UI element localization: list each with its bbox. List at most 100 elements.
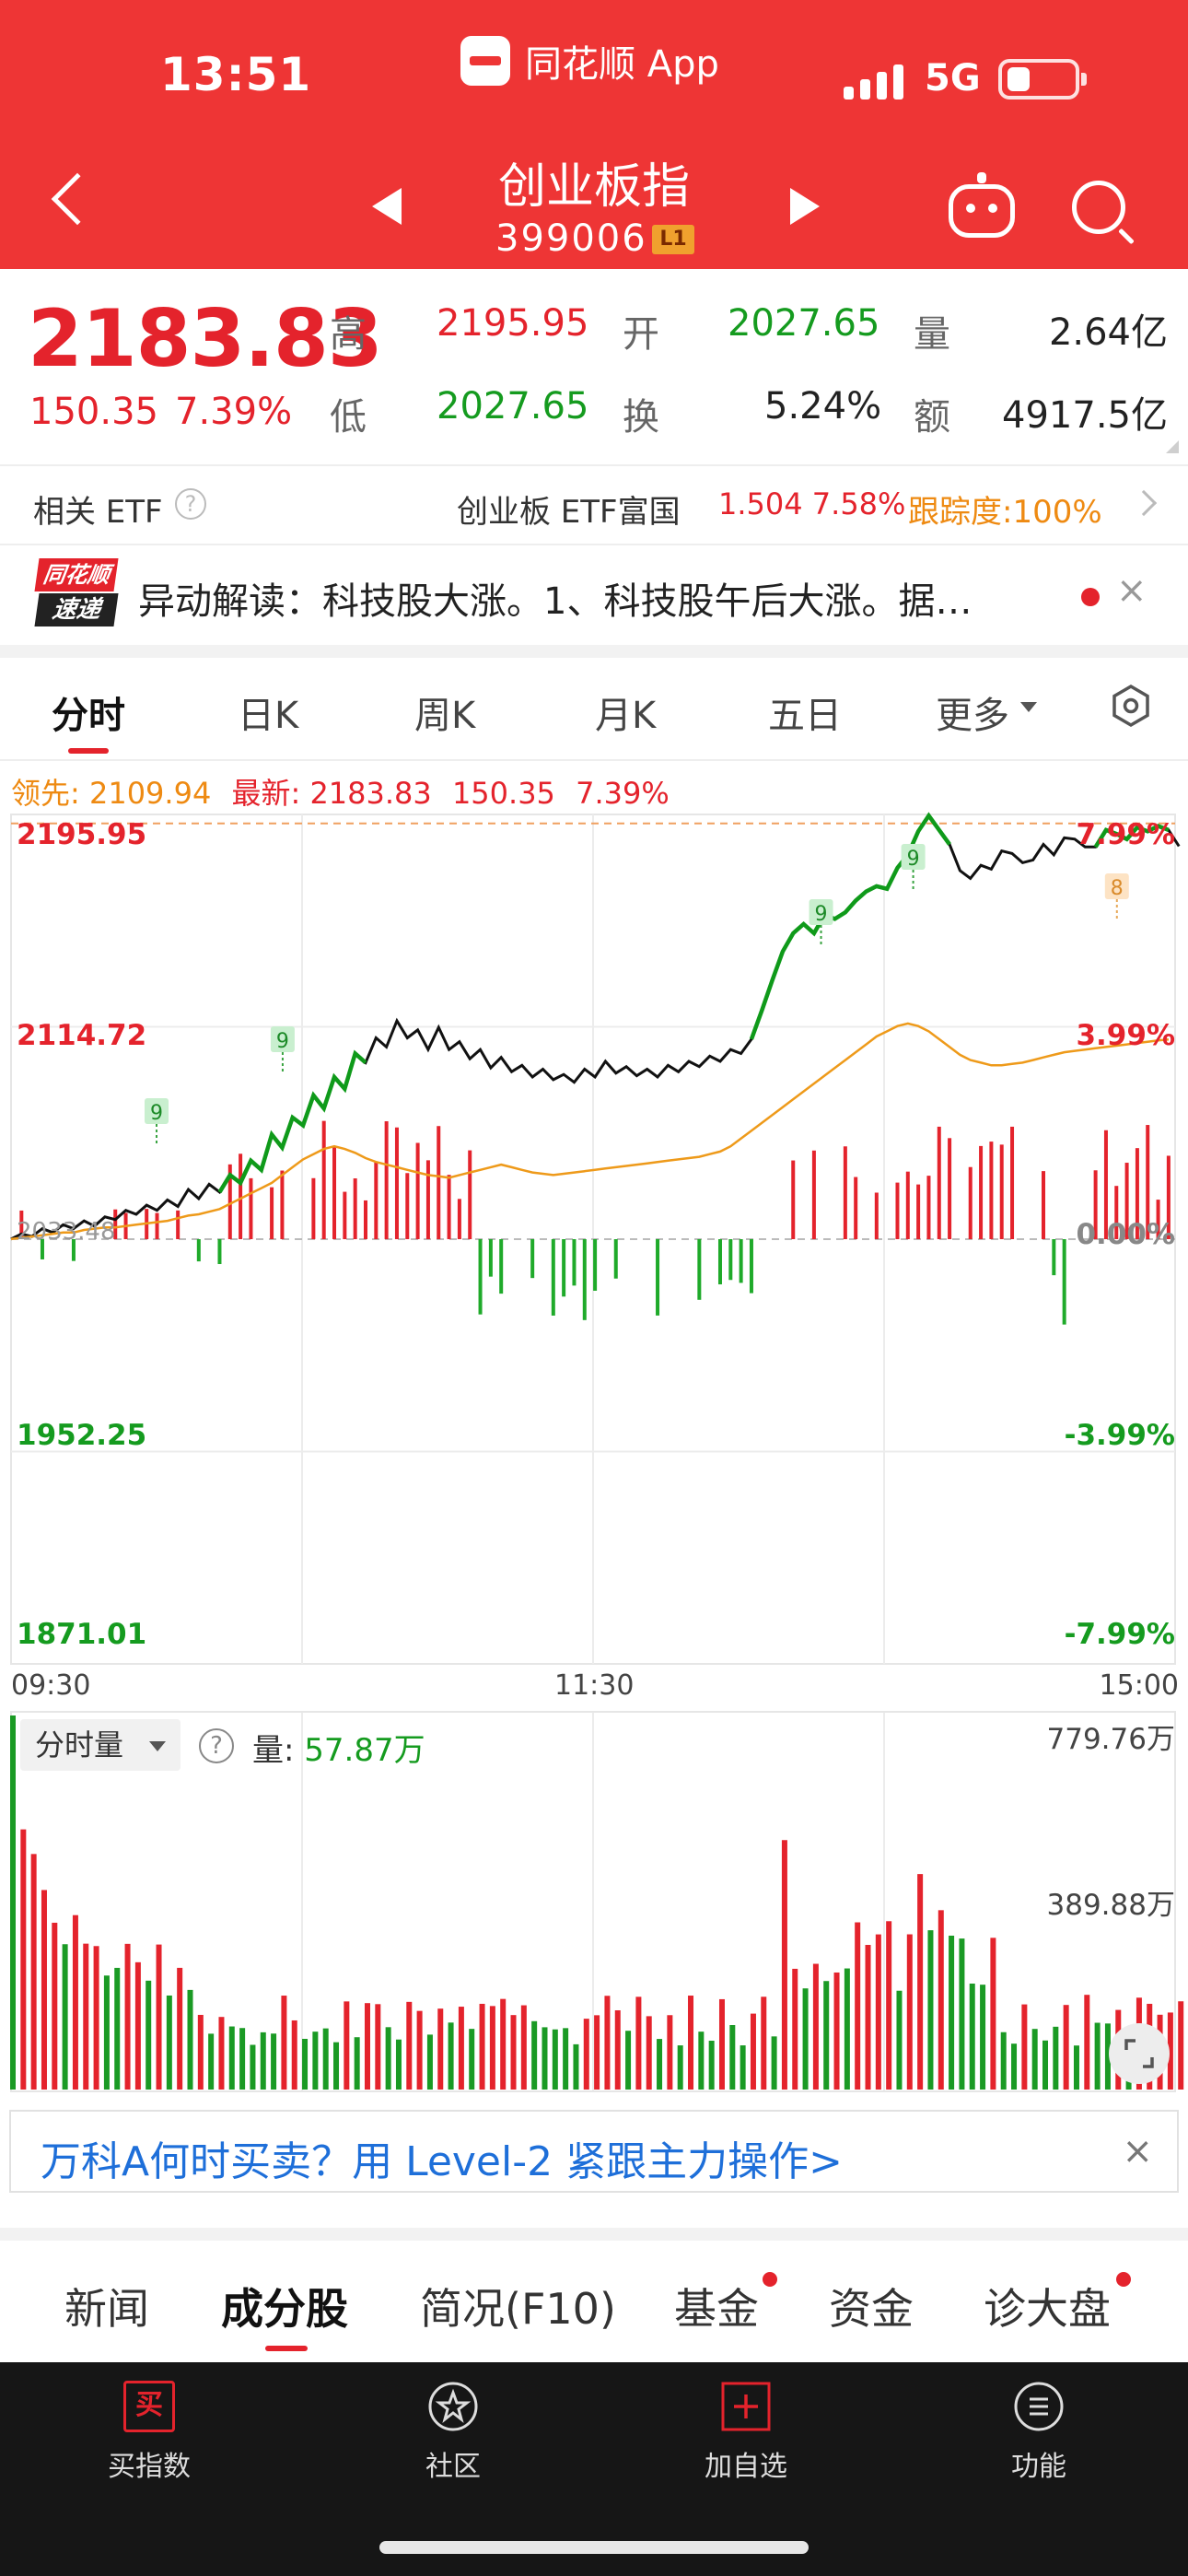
- latest-readout: 最新: 2183.83: [231, 776, 432, 811]
- volume-bar: [1042, 2040, 1049, 2090]
- divider: [0, 464, 1188, 466]
- app-header: 13:51 同花顺 App 5G 创业板指 399006 L1: [0, 0, 1188, 269]
- volume-bar: [698, 2032, 705, 2090]
- home-indicator[interactable]: [379, 2541, 809, 2554]
- volume-bar: [614, 2009, 621, 2090]
- tab-constituents[interactable]: 成分股: [221, 2284, 348, 2334]
- battery-icon: [998, 59, 1087, 100]
- leader-readout: 领先: 2109.94: [11, 776, 212, 811]
- fullscreen-button[interactable]: [1109, 2023, 1170, 2084]
- volume-bar: [52, 1922, 58, 2090]
- volume-bar: [531, 2020, 538, 2090]
- settings-hex-icon[interactable]: [1109, 684, 1153, 728]
- promo-banner[interactable]: 万科A何时买卖？用 Level-2 紧跟主力操作> ×: [9, 2110, 1179, 2193]
- y-tick-left-1: 2114.72: [17, 1019, 147, 1052]
- baseline-label: 2033.48: [17, 1218, 116, 1246]
- volume-bar: [103, 1975, 110, 2090]
- back-icon[interactable]: [51, 172, 104, 226]
- tab-more[interactable]: 更多: [936, 695, 1009, 737]
- help-icon[interactable]: ?: [175, 488, 206, 520]
- prev-stock-icon[interactable]: [372, 188, 402, 225]
- volume-bar: [1063, 2005, 1069, 2090]
- intraday-chart[interactable]: 9 9 9 9 8: [0, 761, 1188, 2115]
- volume-bar: [677, 2045, 683, 2090]
- tab-intraday[interactable]: 分时: [52, 695, 125, 737]
- volume-bar: [41, 1890, 47, 2090]
- diff-bar: [916, 1184, 921, 1239]
- next-stock-icon[interactable]: [790, 188, 820, 225]
- high-value: 2195.95: [437, 302, 589, 345]
- toolbar-community[interactable]: 社区: [361, 2381, 545, 2484]
- diff-bar: [217, 1239, 222, 1265]
- community-icon: [427, 2381, 479, 2432]
- diff-bar: [176, 1210, 181, 1239]
- diff-bar: [811, 1150, 816, 1239]
- tab-market-diagnosis[interactable]: 诊大盘: [984, 2284, 1111, 2334]
- toolbar-functions[interactable]: 功能: [947, 2381, 1131, 2484]
- tab-daily-k[interactable]: 日K: [238, 695, 299, 737]
- x-tick-1: 11:30: [554, 1669, 635, 1702]
- volume-bar: [218, 2017, 225, 2090]
- turnover-label: 换: [623, 396, 659, 439]
- diff-bar: [1156, 1200, 1160, 1239]
- news-close-button[interactable]: ×: [1116, 569, 1147, 612]
- chevron-right-icon[interactable]: [1130, 489, 1158, 517]
- volume-bar: [375, 2004, 381, 2090]
- volume-bar: [761, 1996, 767, 2090]
- volume-bar: [62, 1944, 68, 2090]
- tab-profile-f10[interactable]: 简况(F10): [420, 2284, 616, 2334]
- diff-bar: [1042, 1171, 1046, 1239]
- diff-bar: [457, 1199, 461, 1239]
- volume-bar: [1073, 2045, 1079, 2090]
- volume-bar: [156, 1944, 162, 2090]
- help-icon[interactable]: ?: [199, 1728, 234, 1763]
- promo-close-button[interactable]: ×: [1122, 2130, 1153, 2172]
- volume-bar: [886, 1921, 892, 2090]
- toolbar-buy-index[interactable]: 买 买指数: [57, 2381, 241, 2484]
- tab-capital[interactable]: 资金: [829, 2284, 914, 2334]
- diff-bar: [196, 1239, 201, 1262]
- robot-assistant-icon[interactable]: [949, 172, 1015, 238]
- tab-weekly-k[interactable]: 周K: [414, 695, 476, 737]
- uptrend-segment-2: [1093, 824, 1170, 849]
- diff-bar: [415, 1142, 420, 1239]
- signal-marker-label: 9: [907, 848, 920, 871]
- volume-bar: [364, 2003, 370, 2090]
- news-headline[interactable]: 异动解读：科技股大涨。1、科技股午后大涨。据…: [138, 580, 973, 623]
- expand-corner-icon[interactable]: [1166, 440, 1179, 453]
- diff-bar: [1062, 1239, 1066, 1325]
- buy-icon: 买: [123, 2381, 175, 2432]
- diff-bar: [113, 1209, 118, 1239]
- diff-bar: [239, 1153, 243, 1239]
- tab-five-day[interactable]: 五日: [768, 695, 842, 737]
- promo-text[interactable]: 万科A何时买卖？用 Level-2 紧跟主力操作>: [41, 2138, 843, 2185]
- diff-bar: [926, 1176, 931, 1239]
- volume-bar: [875, 1934, 881, 2090]
- volume-bar: [604, 1996, 611, 2090]
- diff-bar: [1166, 1155, 1171, 1239]
- diff-bar: [989, 1142, 994, 1239]
- change-readout: 150.35: [451, 776, 555, 811]
- search-icon[interactable]: [1072, 181, 1125, 234]
- volume-bar: [134, 1961, 141, 2090]
- volume-bar: [896, 1990, 903, 2090]
- volume-bar: [781, 1840, 787, 2090]
- amount-label: 额: [914, 396, 950, 439]
- tab-news[interactable]: 新闻: [64, 2284, 149, 2334]
- tab-funds[interactable]: 基金: [674, 2284, 759, 2334]
- status-app-indicator[interactable]: 同花顺 App: [460, 33, 719, 88]
- level-badge: L1: [652, 225, 694, 254]
- diff-bar: [613, 1239, 618, 1279]
- uptrend-segment-1: [749, 812, 951, 1040]
- volume-selector[interactable]: 分时量: [20, 1719, 181, 1771]
- volume-bar: [771, 2036, 777, 2090]
- volume-bar: [344, 2001, 350, 2090]
- signal-marker: 9: [145, 1098, 169, 1144]
- toolbar-add-watchlist[interactable]: 加自选: [654, 2381, 838, 2484]
- diff-bar: [227, 1164, 232, 1239]
- volume-bar: [594, 2015, 600, 2090]
- tab-monthly-k[interactable]: 月K: [595, 695, 657, 737]
- diff-bar: [478, 1239, 483, 1315]
- volume-bar: [708, 2041, 715, 2090]
- signal-marker-label: 9: [150, 1102, 163, 1125]
